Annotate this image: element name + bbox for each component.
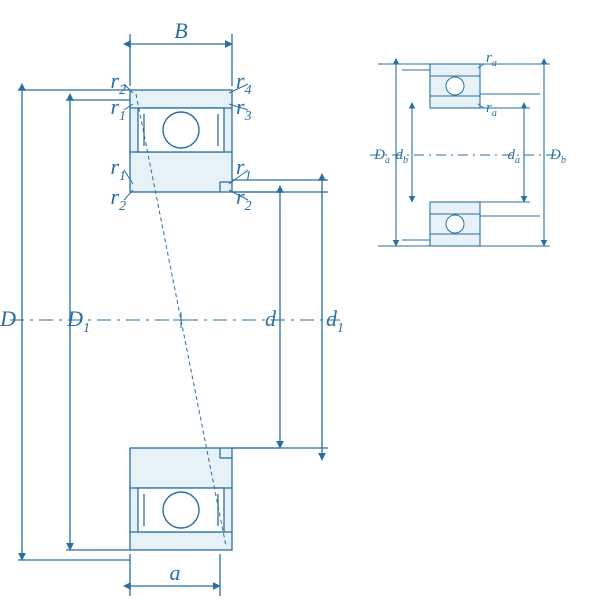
label-r1-ul: r1 <box>110 94 126 124</box>
label-r1-ll: r1 <box>110 154 126 184</box>
label-Da: Da <box>373 147 390 166</box>
label-da: da <box>508 147 521 166</box>
label-r2-lr: r2 <box>236 184 252 214</box>
bearing-diagram: BaDD1dd1r1r2r4r3r1r2r1r2raraDadbdaDb <box>0 0 600 600</box>
label-B: B <box>174 18 187 43</box>
label-d1: d1 <box>326 306 344 336</box>
ball-upper <box>163 112 199 148</box>
label-a: a <box>170 560 181 585</box>
label-ra-in: ra <box>486 100 497 119</box>
label-D: D <box>0 306 16 331</box>
inset: ra ra Dadb da Db <box>370 50 566 246</box>
label-db-left: db <box>396 147 409 166</box>
label-Db: Db <box>549 147 566 166</box>
label-ra-top: ra <box>486 50 497 69</box>
label-r3-ur: r3 <box>236 94 252 124</box>
label-r2-ll: r2 <box>110 184 126 214</box>
label-d: d <box>265 306 277 331</box>
ball-lower <box>163 492 199 528</box>
